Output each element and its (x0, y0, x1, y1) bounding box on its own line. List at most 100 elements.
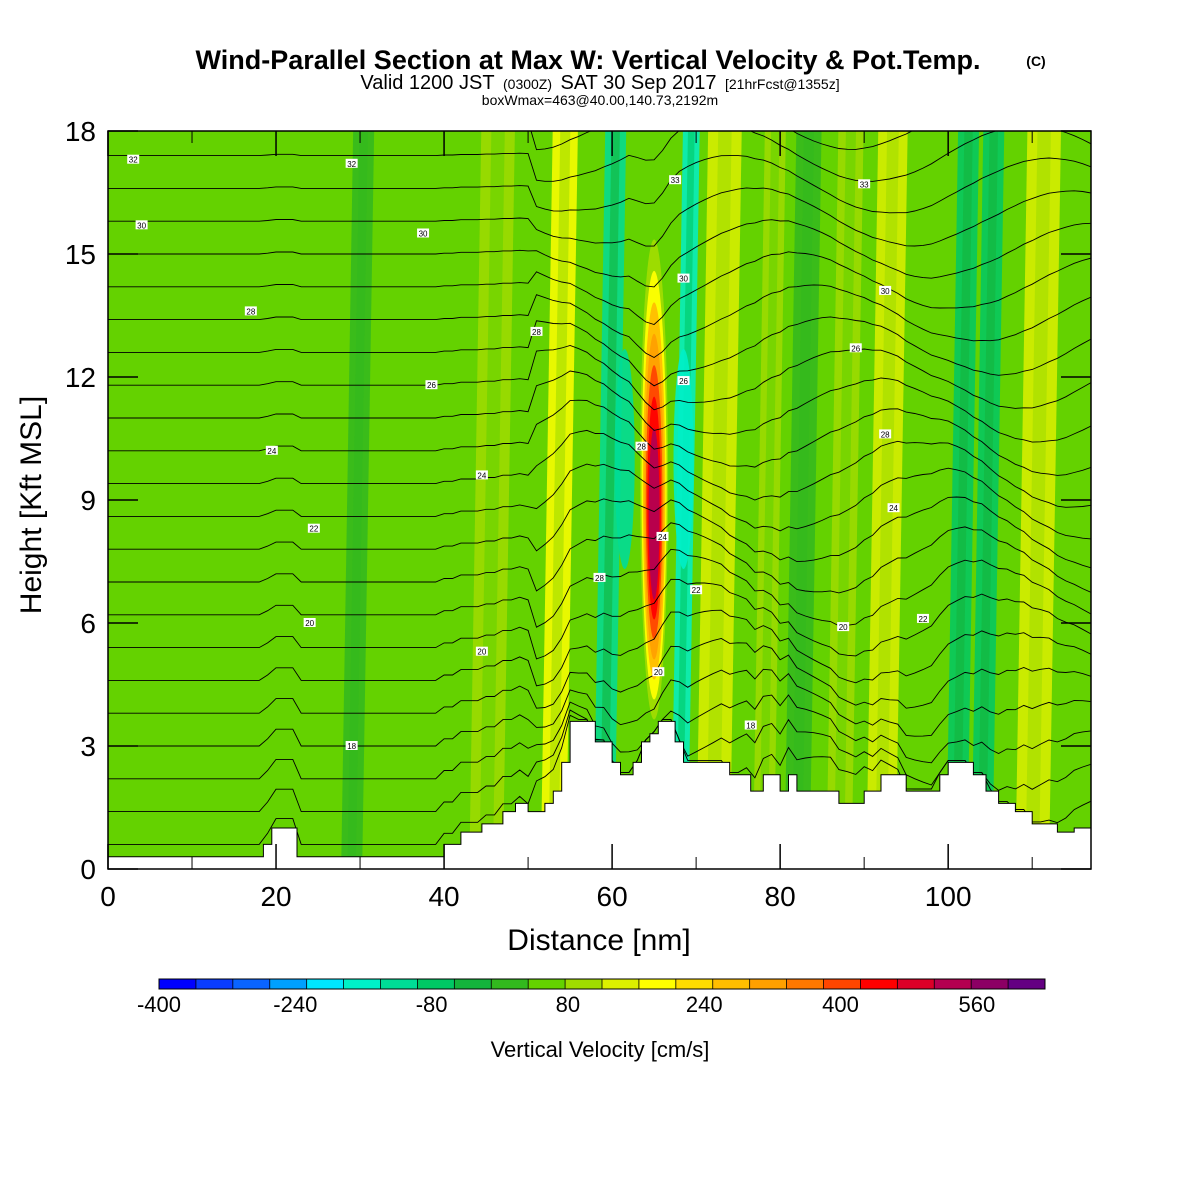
colorbar-tick-label: 560 (958, 992, 995, 1017)
x-tick-label: 20 (260, 881, 291, 912)
contour-label-box (635, 441, 648, 451)
colorbar-label: Vertical Velocity [cm/s] (491, 1037, 710, 1062)
valid-zulu-text: (0300Z) (503, 76, 552, 92)
contour-label-text: 24 (477, 471, 486, 480)
theta-contour-line (108, 578, 1091, 660)
colorbar-swatch (823, 979, 861, 989)
contour-label-text: 28 (637, 443, 646, 452)
contour-label: 26 (677, 376, 690, 386)
contour-label: 24 (656, 531, 669, 542)
colorbar-swatch (712, 979, 751, 989)
colorbar-swatch (786, 979, 824, 989)
x-tick-label: 40 (428, 881, 459, 912)
contour-label: 30 (417, 228, 430, 239)
theta-contour-line (108, 429, 1091, 508)
x-tick-label: 60 (597, 881, 628, 912)
contour-label-box (879, 429, 892, 439)
contour-label-text: 22 (919, 615, 928, 624)
contour-label-box (307, 523, 320, 533)
forecast-text: [21hrFcst@1355z] (725, 76, 840, 92)
contour-label-text: 22 (309, 525, 318, 534)
contour-label-box (265, 445, 278, 455)
contour-label: 32 (127, 154, 140, 165)
contour-label: 28 (244, 306, 257, 316)
colorbar-swatch (306, 979, 345, 989)
colorbar-swatch (565, 979, 603, 989)
contour-label-text: 33 (671, 176, 680, 185)
colorbar-swatch (417, 979, 455, 989)
contour-label-box (303, 618, 316, 627)
contour-label-text: 30 (881, 287, 890, 296)
contour-label-text: 26 (679, 377, 688, 386)
y-tick-label: 0 (80, 854, 96, 885)
theta-contour-line (108, 370, 1091, 443)
velocity-band (479, 131, 505, 869)
colorbar-tick-label: -240 (273, 992, 317, 1017)
contour-label-box (887, 503, 900, 513)
valid-date-text: SAT 30 Sep 2017 (560, 72, 716, 94)
contour-label-box (593, 572, 606, 582)
contour-labels: 32 32 30 30 28 26 24 24 22 20 20 18 28 28 28 24 20 33 30 26… (127, 154, 929, 751)
theta-contour-line (108, 496, 1091, 569)
theta-contour-line (108, 187, 1091, 247)
contour-label-box (669, 175, 682, 185)
contour-label: 26 (425, 380, 438, 390)
contour-label: 24 (265, 445, 278, 456)
contour-label-text: 30 (419, 230, 428, 239)
axes: 0 20 40 60 80 100 0 3 6 9 12 15 18 (65, 116, 1091, 912)
y-tick-label: 6 (80, 608, 96, 639)
y-tick-label: 15 (65, 239, 96, 270)
contour-label-text: 24 (658, 533, 667, 542)
contour-label-text: 33 (860, 180, 869, 189)
colorbar-swatch (934, 979, 972, 989)
contour-label-text: 30 (137, 221, 146, 230)
contour-label: 20 (475, 646, 488, 657)
colorbar-swatch (749, 979, 788, 989)
downdraft-core (673, 349, 694, 569)
contour-label-text: 32 (129, 156, 138, 165)
contour-label-box (417, 228, 430, 238)
contour-label: 33 (669, 175, 682, 185)
contour-label-box (135, 220, 148, 230)
contour-label: 20 (303, 618, 316, 628)
colorbar-swatch (380, 979, 418, 989)
contour-label-box (345, 741, 358, 750)
contour-label-text: 20 (477, 648, 486, 657)
velocity-band (952, 131, 973, 869)
contour-label-text: 24 (889, 504, 898, 513)
contour-label-box (345, 158, 358, 168)
colorbar-swatch (491, 979, 529, 989)
x-axis-label: Distance [nm] (507, 924, 690, 957)
contour-label-text: 18 (746, 722, 755, 731)
contour-label-box (849, 343, 862, 353)
theta-contour-line (108, 284, 1091, 359)
theta-contour-line (108, 463, 1091, 540)
contour-label-text: 24 (267, 447, 276, 456)
contour-label-box (837, 622, 850, 632)
y-tick-label: 18 (65, 116, 96, 147)
contour-label: 22 (690, 585, 703, 595)
velocity-band (706, 131, 732, 869)
contour-label-box (690, 585, 703, 595)
theta-contour-line (108, 609, 1091, 687)
contour-label-box (475, 470, 488, 480)
colorbar-swatch (860, 979, 898, 989)
colorbar-tick-label: 400 (822, 992, 859, 1017)
colorbar-tick-label: 80 (556, 992, 580, 1017)
contour-label-box (475, 646, 488, 656)
contour-label-box (858, 179, 871, 189)
theta-contour-line (108, 155, 1091, 214)
x-tick-label: 80 (765, 881, 796, 912)
contour-label-box (656, 531, 669, 541)
contour-label: 20 (652, 667, 665, 677)
contour-label: 20 (837, 622, 850, 632)
updraft-plume (648, 428, 660, 600)
contour-label-box (677, 273, 690, 283)
contour-label-text: 26 (427, 381, 436, 390)
contour-label-box (425, 380, 438, 390)
contour-label-text: 20 (654, 668, 663, 677)
velocity-band (1025, 131, 1051, 869)
valid-time-text: Valid 1200 JST (360, 72, 494, 94)
contour-label-box (530, 326, 543, 336)
velocity-band (875, 131, 899, 869)
